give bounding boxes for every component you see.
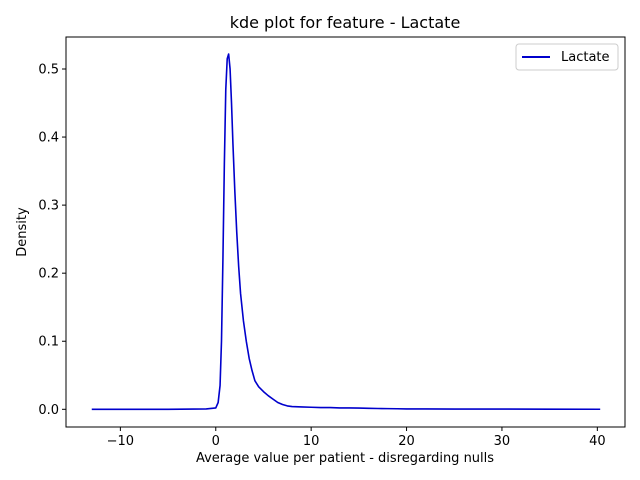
y-tick-label: 0.0 xyxy=(38,403,59,418)
chart-title: kde plot for feature - Lactate xyxy=(230,13,461,32)
series-line-lactate xyxy=(91,53,601,411)
x-tick-label: 30 xyxy=(494,434,511,449)
legend-box xyxy=(515,43,619,71)
legend-label-lactate: Lactate xyxy=(561,50,610,65)
plot-area-frame xyxy=(65,36,626,428)
x-axis: −10 0 10 20 30 40 xyxy=(107,427,606,449)
y-tick-label: 0.2 xyxy=(38,267,59,282)
x-tick-label: 40 xyxy=(589,434,606,449)
legend: Lactate xyxy=(515,43,619,71)
x-tick-label: 20 xyxy=(398,434,415,449)
x-axis-label: Average value per patient - disregarding… xyxy=(196,451,494,466)
y-tick-label: 0.1 xyxy=(38,335,59,350)
y-tick-label: 0.3 xyxy=(38,199,59,214)
y-tick-label: 0.4 xyxy=(38,131,59,146)
x-tick-label: 0 xyxy=(212,434,220,449)
series-layer xyxy=(91,53,601,411)
y-tick-label: 0.5 xyxy=(38,62,59,77)
x-tick-label: −10 xyxy=(107,434,134,449)
x-tick-label: 10 xyxy=(303,434,320,449)
y-axis-label: Density xyxy=(15,207,30,257)
y-axis: 0.0 0.1 0.2 0.3 0.4 0.5 xyxy=(38,62,66,418)
